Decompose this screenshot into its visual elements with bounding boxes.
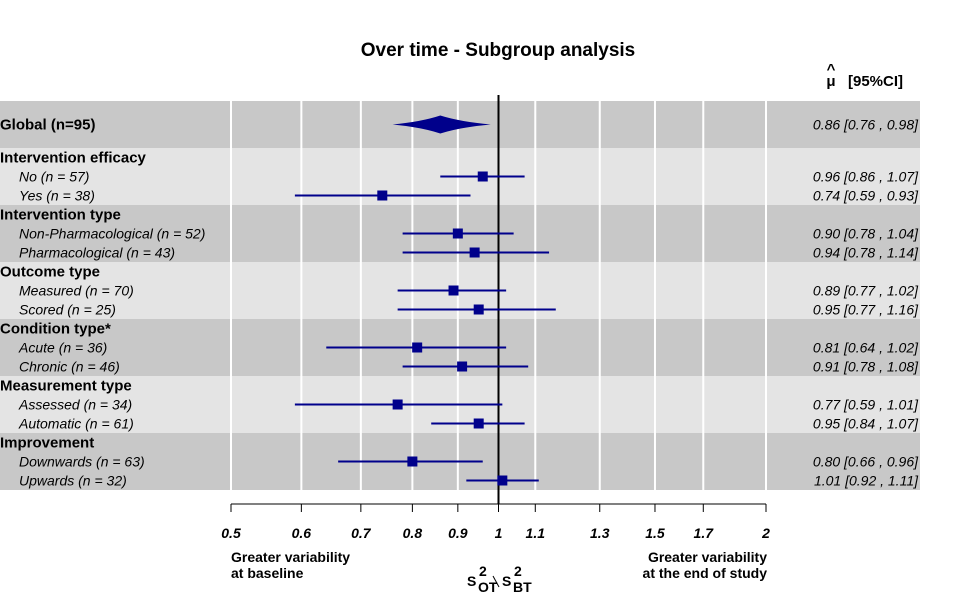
estimate-text: 0.90 [0.78 , 1.04] xyxy=(813,226,919,242)
x-tick-label: 0.7 xyxy=(351,525,372,541)
x-label-slash xyxy=(492,575,500,588)
point-estimate xyxy=(477,171,488,182)
mu-hat-symbol: μ xyxy=(826,73,835,90)
x-axis-label: S OT 2 S BT 2 xyxy=(467,563,532,595)
x-tick-label: 2 xyxy=(761,525,770,541)
point-estimate xyxy=(473,304,484,315)
left-note-line-2: at baseline xyxy=(231,565,304,581)
left-note: Greater variability at baseline xyxy=(231,549,350,581)
estimate-text: 0.94 [0.78 , 1.14] xyxy=(813,245,919,261)
row-label: Assessed (n = 34) xyxy=(18,397,132,413)
row-label: No (n = 57) xyxy=(19,169,89,185)
point-estimate xyxy=(497,475,508,486)
row-label: Automatic (n = 61) xyxy=(18,416,134,432)
x-tick-label: 1.5 xyxy=(645,525,665,541)
hat-glyph: ^ xyxy=(827,61,836,78)
x-tick-label: 0.6 xyxy=(292,525,312,541)
point-estimate xyxy=(457,361,468,372)
right-note-line-2: at the end of study xyxy=(643,565,768,581)
x-label-den-sup: 2 xyxy=(514,563,522,579)
chart-title: Over time - Subgroup analysis xyxy=(361,40,636,61)
x-tick-label: 1.1 xyxy=(526,525,546,541)
row-label: Non-Pharmacological (n = 52) xyxy=(19,226,205,242)
row-label: Pharmacological (n = 43) xyxy=(19,245,175,261)
x-label-den-base: S xyxy=(502,573,511,589)
estimate-text: 0.80 [0.66 , 0.96] xyxy=(813,454,919,470)
estimate-header: μ ^ [95%CI] xyxy=(826,61,903,90)
row-labels: Global (n=95) Intervention efficacy No (n … xyxy=(0,117,205,489)
point-estimate xyxy=(412,342,423,353)
row-label: Upwards (n = 32) xyxy=(19,473,127,489)
x-axis: 0.5 0.6 0.7 0.8 0.9 1 1.1 1.3 1.5 1.7 2 xyxy=(221,503,770,541)
right-note-line-1: Greater variability xyxy=(648,549,767,565)
x-label-den-sub: BT xyxy=(513,579,532,595)
estimate-text: 0.96 [0.86 , 1.07] xyxy=(813,169,919,185)
row-label: Yes (n = 38) xyxy=(19,188,95,204)
estimate-marks xyxy=(294,115,556,486)
ci-header: [95%CI] xyxy=(848,73,903,90)
row-label: Acute (n = 36) xyxy=(18,340,107,356)
x-tick-label: 1.7 xyxy=(694,525,715,541)
row-label: Chronic (n = 46) xyxy=(19,359,120,375)
row-label: Downwards (n = 63) xyxy=(19,454,145,470)
x-tick-label: 1 xyxy=(495,525,503,541)
estimate-text: 0.81 [0.64 , 1.02] xyxy=(813,340,919,356)
group-label: Measurement type xyxy=(0,378,132,395)
estimate-text: 0.91 [0.78 , 1.08] xyxy=(813,359,919,375)
x-label-num-sub: OT xyxy=(478,579,498,595)
global-diamond xyxy=(392,115,491,134)
point-estimate xyxy=(392,399,403,410)
group-label: Intervention efficacy xyxy=(0,150,147,167)
point-estimate xyxy=(473,418,484,429)
estimate-text: 0.77 [0.59 , 1.01] xyxy=(813,397,919,413)
point-estimate xyxy=(407,456,418,467)
point-estimate xyxy=(377,190,388,201)
estimate-text: 0.89 [0.77 , 1.02] xyxy=(813,283,919,299)
estimate-text: 0.95 [0.77 , 1.16] xyxy=(813,302,919,318)
estimate-text: 0.86 [0.76 , 0.98] xyxy=(813,117,919,133)
left-note-line-1: Greater variability xyxy=(231,549,350,565)
row-label: Global (n=95) xyxy=(0,117,95,134)
x-tick-label: 0.9 xyxy=(448,525,468,541)
x-label-num-sup: 2 xyxy=(479,563,487,579)
x-tick-label: 0.5 xyxy=(221,525,241,541)
estimate-text: 0.74 [0.59 , 0.93] xyxy=(813,188,919,204)
estimate-text: 1.01 [0.92 , 1.11] xyxy=(814,473,919,489)
point-estimate xyxy=(448,285,459,296)
point-estimate xyxy=(469,247,480,258)
estimate-text: 0.95 [0.84 , 1.07] xyxy=(813,416,919,432)
row-label: Measured (n = 70) xyxy=(19,283,134,299)
x-label-num-base: S xyxy=(467,573,476,589)
right-note: Greater variability at the end of study xyxy=(643,549,768,581)
group-label: Improvement xyxy=(0,435,94,452)
x-tick-label: 1.3 xyxy=(590,525,610,541)
group-label: Outcome type xyxy=(0,264,100,281)
x-tick-label: 0.8 xyxy=(403,525,423,541)
group-label: Condition type* xyxy=(0,321,111,338)
row-label: Scored (n = 25) xyxy=(19,302,116,318)
estimate-texts: 0.86 [0.76 , 0.98] 0.96 [0.86 , 1.07] 0.74… xyxy=(813,117,919,489)
group-label: Intervention type xyxy=(0,207,121,224)
point-estimate xyxy=(452,228,463,239)
